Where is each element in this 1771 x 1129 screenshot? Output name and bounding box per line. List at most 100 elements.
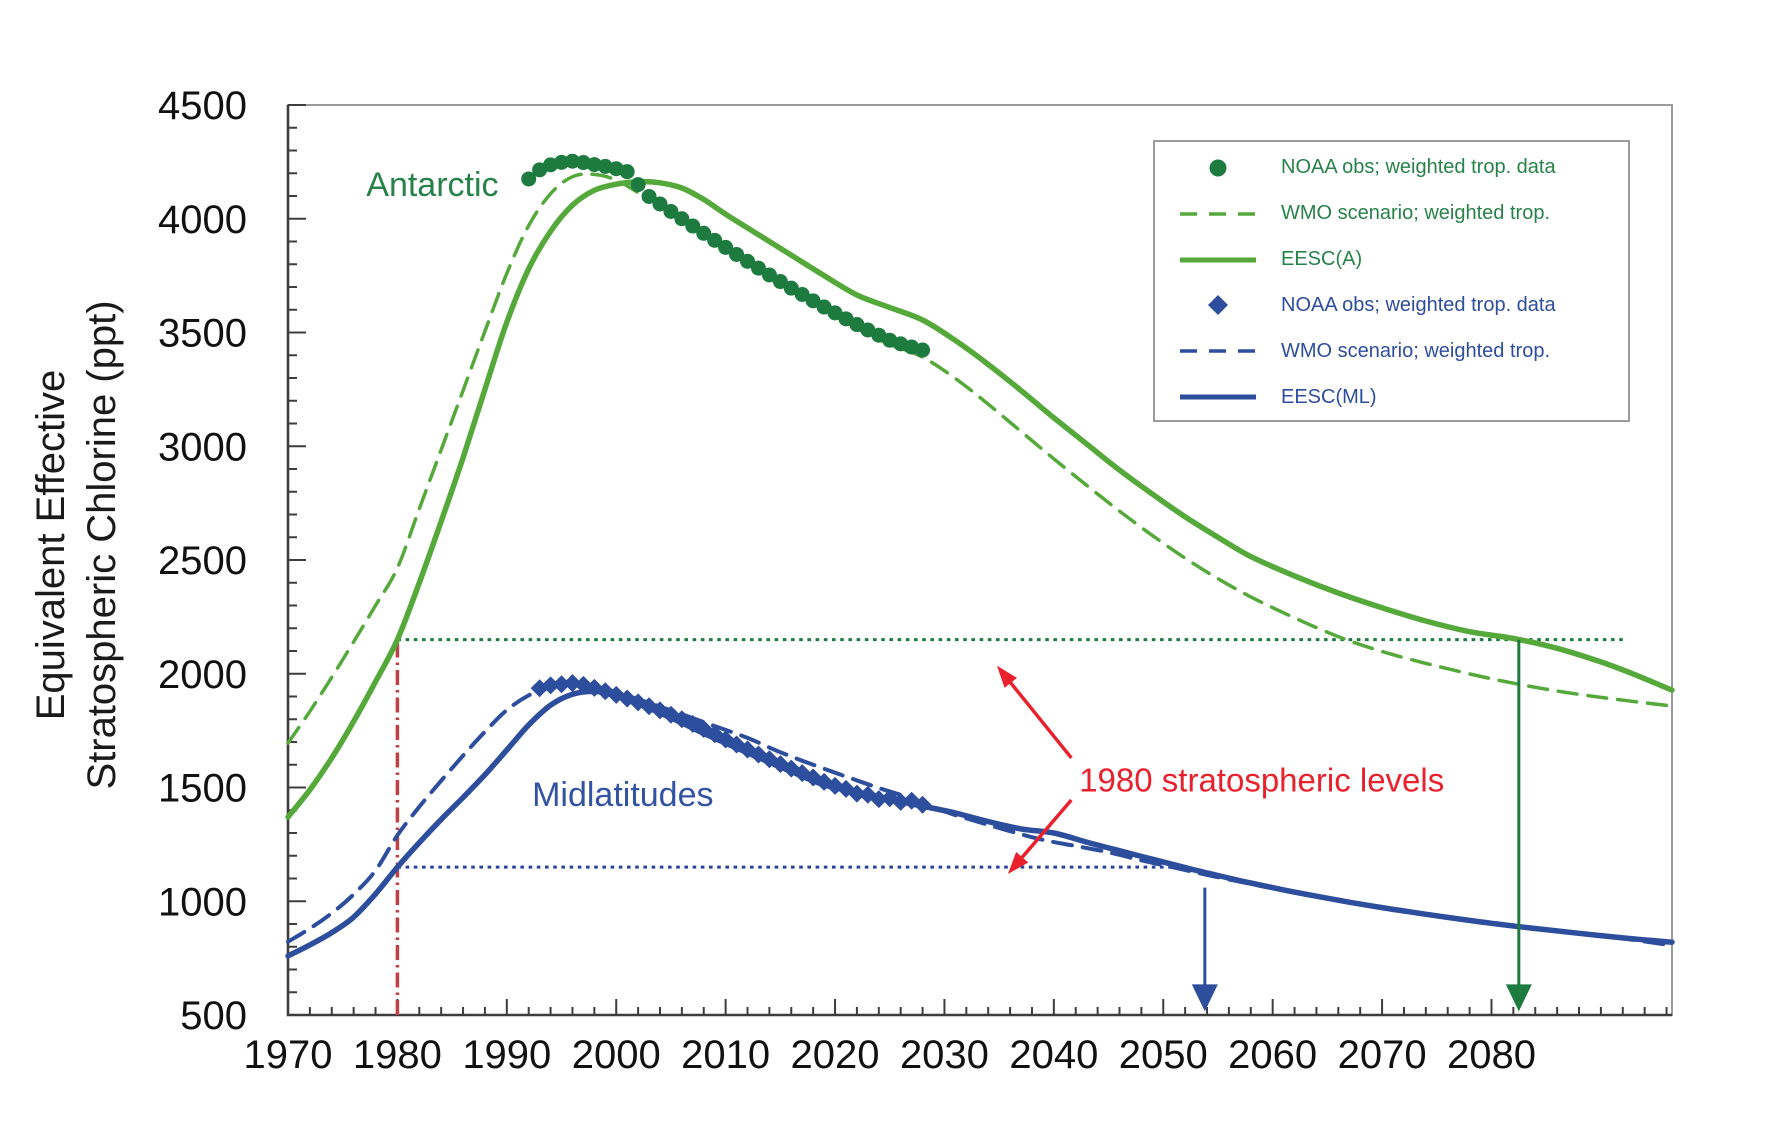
y-tick-label: 4000 [158, 198, 247, 242]
legend-item-noaa-antarctic: NOAA obs; weighted trop. data [1155, 145, 1628, 191]
x-tick-label: 2050 [1119, 1033, 1208, 1077]
obs-point [847, 784, 866, 803]
y-axis-title-text: Equivalent Effective Stratospheric Chlori… [29, 300, 124, 789]
y-tick-label: 500 [180, 994, 247, 1038]
arrow-head-note-arrow-antarctic-level [996, 665, 1018, 688]
x-tick-label: 1980 [353, 1033, 442, 1077]
midlatitudes-curve-label: Midlatitudes [532, 776, 714, 814]
x-tick-label: 1990 [462, 1033, 551, 1077]
arrow-head-note-arrow-midlat-level [1007, 852, 1029, 874]
chart-legend: NOAA obs; weighted trop. data WMO scenar… [1153, 140, 1630, 422]
legend-item-eesc-a: EESC(A) [1155, 237, 1628, 283]
y-axis-labels: 500 1000 1500 2000 2500 3000 3500 4000 4500 [158, 84, 247, 1038]
obs-point [619, 164, 635, 180]
blue-solid-line-icon [1155, 384, 1281, 410]
legend-item-wmo-antarctic: WMO scenario; weighted trop. [1155, 191, 1628, 237]
obs-point [718, 239, 734, 255]
obs-point [772, 274, 788, 290]
obs-point [827, 305, 843, 321]
obs-point [685, 218, 701, 234]
blue-diamond-marker-icon [1155, 292, 1281, 318]
arrow-line-note-arrow-midlat-level [1016, 798, 1073, 863]
legend-item-label: EESC(A) [1281, 248, 1363, 271]
legend-item-wmo-midlat: WMO scenario; weighted trop. [1155, 328, 1628, 374]
diamond-shape [1208, 295, 1228, 316]
obs-point [521, 171, 537, 187]
y-tick-label: 1000 [158, 880, 247, 924]
x-tick-label: 2070 [1338, 1033, 1427, 1077]
series-noaa-obs-midlat [530, 674, 932, 814]
obs-point [913, 795, 932, 814]
x-tick-label: 2020 [791, 1033, 880, 1077]
axis-ticks [287, 104, 1668, 1016]
series-wmo-midlat [286, 683, 1674, 948]
legend-item-label: NOAA obs; weighted trop. data [1281, 156, 1556, 179]
obs-point [696, 225, 712, 241]
obs-point [805, 293, 821, 309]
obs-point [783, 280, 799, 296]
x-tick-label: 2060 [1228, 1033, 1317, 1077]
obs-point [564, 153, 580, 169]
obs-point [541, 676, 560, 695]
obs-point [552, 675, 571, 694]
y-tick-label: 4500 [158, 84, 247, 128]
green-dot-marker-icon [1155, 155, 1281, 181]
x-tick-label: 2080 [1447, 1033, 1536, 1077]
x-axis-labels: 1970 1980 1990 2000 2010 2020 2030 2040 2050 2060… [244, 1033, 1536, 1077]
obs-point [563, 674, 582, 693]
series-line-wmo-midlat [286, 683, 1674, 948]
obs-point [869, 790, 888, 809]
series-noaa-obs-antarctic [521, 153, 931, 358]
obs-point [891, 792, 910, 811]
obs-point [630, 177, 646, 193]
obs-point [740, 253, 756, 269]
obs-point [663, 203, 679, 219]
y-axis-title: Equivalent Effective Stratospheric Chlori… [29, 300, 124, 789]
arrows [996, 639, 1532, 1012]
x-tick-label: 1970 [244, 1033, 333, 1077]
green-solid-line-icon [1155, 247, 1281, 273]
series-line-eesc-a [285, 178, 1675, 820]
obs-point [641, 188, 657, 204]
blue-dashed-line-icon [1155, 338, 1281, 364]
arrow-line-note-arrow-antarctic-level [1005, 677, 1073, 760]
obs-point [915, 342, 931, 358]
1980-levels-annotation: 1980 stratospheric levels [1079, 761, 1445, 799]
dot-shape [1209, 159, 1227, 177]
legend-marker-glyph [1180, 257, 1256, 263]
legend-item-eesc-ml: EESC(ML) [1155, 374, 1628, 420]
legend-item-label: EESC(ML) [1281, 385, 1377, 408]
obs-point [652, 196, 668, 212]
legend-marker-glyph [1180, 349, 1256, 353]
series-eesc-a [285, 178, 1675, 820]
obs-point [729, 246, 745, 262]
obs-point [794, 287, 810, 303]
arrow-head-antarctic-return-arrow [1505, 984, 1532, 1012]
arrow-head-midlat-return-arrow [1191, 984, 1218, 1012]
y-tick-label: 3000 [158, 425, 247, 469]
x-tick-label: 2030 [900, 1033, 989, 1077]
legend-item-label: WMO scenario; weighted trop. [1281, 202, 1550, 225]
y-tick-label: 2000 [158, 653, 247, 697]
y-tick-label: 3500 [158, 312, 247, 356]
obs-point [750, 260, 766, 276]
x-tick-label: 2040 [1009, 1033, 1098, 1077]
legend-item-noaa-midlat: NOAA obs; weighted trop. data [1155, 282, 1628, 328]
reference-lines [395, 638, 1627, 1015]
obs-point [707, 232, 723, 248]
x-tick-label: 2000 [572, 1033, 661, 1077]
obs-point [816, 299, 832, 315]
obs-point [554, 154, 570, 170]
green-dashed-line-icon [1155, 201, 1281, 227]
y-tick-label: 2500 [158, 539, 247, 583]
legend-marker-glyph [1180, 394, 1256, 400]
obs-point [761, 267, 777, 283]
legend-item-label: WMO scenario; weighted trop. [1281, 339, 1550, 362]
obs-point [674, 211, 690, 227]
legend-marker-glyph [1208, 295, 1228, 316]
legend-marker-glyph [1180, 211, 1256, 216]
legend-marker-glyph [1209, 159, 1227, 177]
x-tick-label: 2010 [681, 1033, 770, 1077]
